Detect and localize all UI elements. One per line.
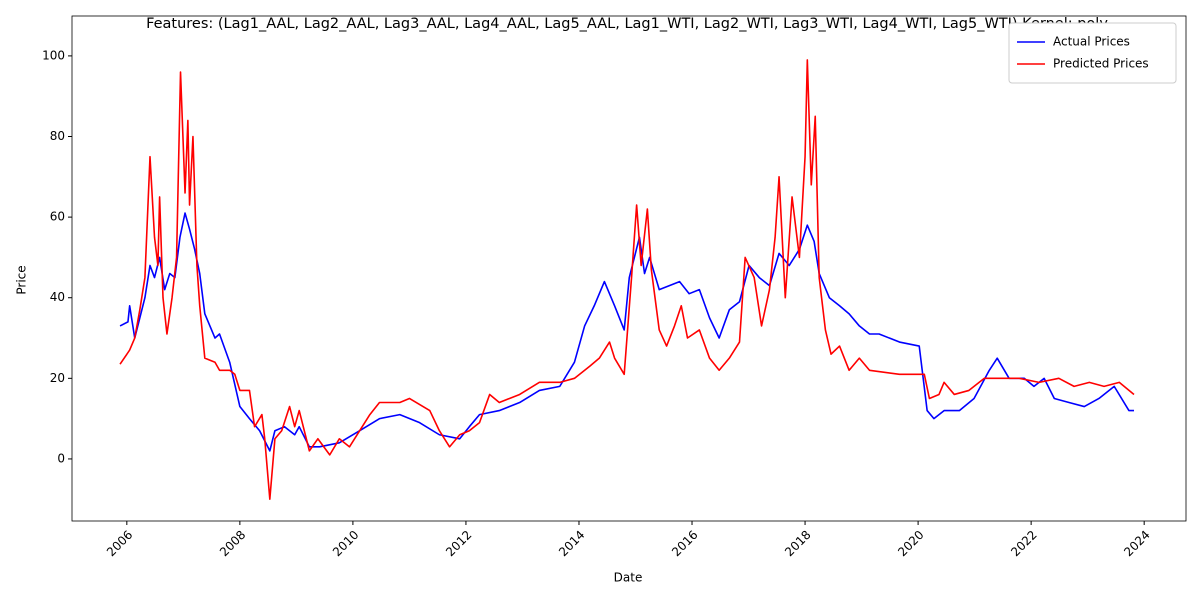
y-tick-label: 0 — [57, 451, 65, 465]
y-tick-label: 80 — [50, 129, 65, 143]
data-line — [119, 212, 1134, 452]
data-line — [119, 59, 1135, 501]
y-tick-label: 60 — [50, 210, 65, 224]
legend-label: Actual Prices — [1053, 35, 1130, 49]
chart-title: Features: (Lag1_AAL, Lag2_AAL, Lag3_AAL,… — [146, 16, 1108, 32]
y-tick-label: 20 — [50, 371, 65, 385]
x-axis-label: Date — [614, 571, 643, 585]
y-axis-label: Price — [15, 265, 29, 294]
legend-label: Predicted Prices — [1053, 57, 1149, 71]
legend-box — [1008, 22, 1177, 84]
plot-frame — [71, 15, 1187, 522]
y-tick-label: 40 — [50, 290, 65, 304]
y-tick-label: 100 — [42, 48, 65, 62]
